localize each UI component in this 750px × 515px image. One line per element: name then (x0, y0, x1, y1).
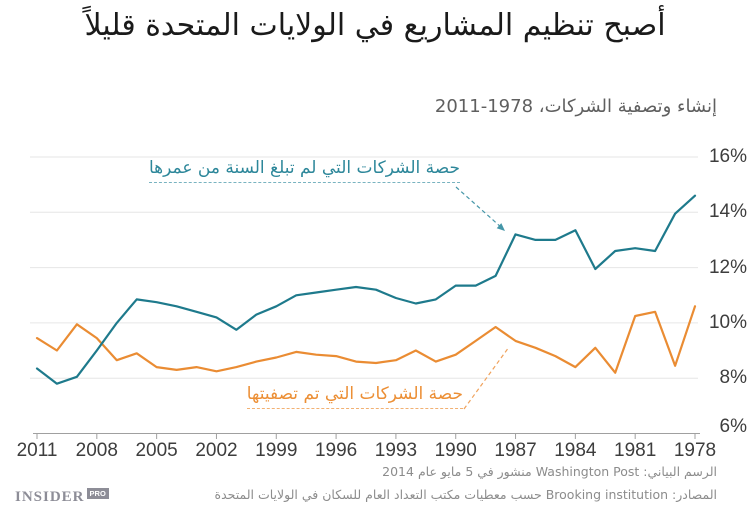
chart-credit: الرسم البياني: Washington Post منشور في … (382, 464, 717, 479)
y-axis-label-14: 14% (708, 201, 747, 223)
x-axis-label-1978: 1978 (673, 440, 717, 461)
page-title: أصبح تنظيم المشاريع في الولايات المتحدة … (84, 8, 666, 43)
x-axis-label-2005: 2005 (135, 440, 178, 461)
entry-callout-line (455, 186, 503, 229)
insider-pro-logo: INSIDER PRO (15, 488, 109, 506)
exit-rate-line (35, 305, 697, 374)
x-axis-label-1987: 1987 (494, 440, 537, 461)
logo-text: INSIDER (15, 489, 85, 505)
y-axis-label-8: 8% (719, 367, 747, 389)
x-axis-label-2011: 2011 (16, 440, 58, 461)
x-axis-label-1990: 1990 (434, 440, 477, 461)
entry-rate-annotation: حصة الشركات التي لم تبلغ السنة من عمرها (148, 158, 460, 184)
gridlines (30, 156, 698, 379)
entry-callout-arrow-icon (496, 223, 505, 231)
x-axis (33, 433, 700, 439)
logo-pro-badge: PRO (86, 488, 109, 499)
x-axis-label-1981: 1981 (614, 440, 657, 461)
y-axis-label-12: 12% (708, 256, 747, 278)
y-axis-label-16: 16% (708, 146, 747, 167)
x-axis-label-2008: 2008 (75, 440, 118, 461)
entry-rate-line (35, 194, 697, 385)
x-axis-label-1996: 1996 (314, 440, 358, 461)
x-axis-label-2002: 2002 (195, 440, 238, 461)
exit-callout-line (463, 346, 510, 410)
y-axis-label-6: 6% (719, 415, 747, 437)
y-axis-label-10: 10% (708, 311, 747, 333)
x-axis-label-1993: 1993 (374, 440, 418, 461)
chart-source: المصادر: Brooking institution حسب معطيات… (214, 487, 717, 502)
x-axis-label-1999: 1999 (255, 440, 298, 461)
exit-rate-annotation: حصة الشركات التي تم تصفيتها (246, 384, 463, 410)
x-axis-label-1984: 1984 (554, 440, 597, 461)
chart-subtitle: إنشاء وتصفية الشركات، 1978-2011 (434, 96, 717, 117)
